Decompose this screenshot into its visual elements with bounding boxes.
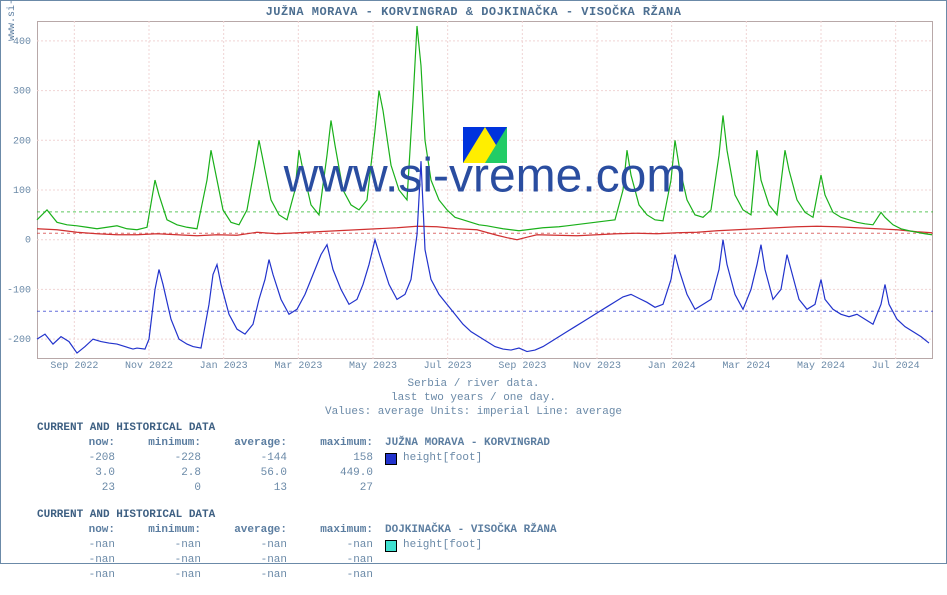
table-cell: -208 [37,451,123,466]
subtitle-block: Serbia / river data. last two years / on… [1,377,946,419]
table-header-cell: average: [209,436,295,451]
table-row: 3.02.856.0449.0 [37,466,933,481]
metric-text: height[foot] [403,451,482,466]
x-tick-label: Nov 2022 [125,361,173,372]
table-cell: -nan [209,568,295,583]
table-cell: -nan [295,538,381,553]
table-header-cell: minimum: [123,436,209,451]
table-row: -nan-nan-nan-nanheight[foot] [37,538,933,553]
metric-text: height[foot] [403,538,482,553]
x-tick-label: Jan 2024 [648,361,696,372]
table-metric-label: height[foot] [381,538,482,553]
table-header-cell: maximum: [295,523,381,538]
y-axis-label: www.si-vreme.com [7,0,18,41]
data-tables: CURRENT AND HISTORICAL DATAnow:minimum:a… [37,421,933,595]
table-header-cell: average: [209,523,295,538]
table-header-row: now:minimum:average:maximum:DOJKINAČKA -… [37,523,933,538]
table-cell: -nan [209,553,295,568]
table-header-cell: now: [37,523,123,538]
table-cell: 23 [37,481,123,496]
subtitle-line-1: Serbia / river data. [1,377,946,391]
series-swatch-icon [385,540,397,552]
x-tick-label: Jul 2023 [424,361,472,372]
svg-text:100: 100 [13,186,31,197]
table-title: CURRENT AND HISTORICAL DATA [37,508,933,523]
table-row: -208-228-144158 height[foot] [37,451,933,466]
table-cell: -nan [37,568,123,583]
table-cell: 158 [295,451,381,466]
table-header-cell: maximum: [295,436,381,451]
table-cell: -nan [123,538,209,553]
table-header-cell: minimum: [123,523,209,538]
x-axis-ticks: Sep 2022 Nov 2022 Jan 2023 Mar 2023 May 2023… [37,361,933,375]
subtitle-line-3: Values: average Units: imperial Line: av… [1,405,946,419]
plot-area: -200-1000100200300400 www.si-vreme.com [37,21,933,359]
table-cell: -nan [209,538,295,553]
x-tick-label: Mar 2024 [722,361,770,372]
table-cell: -nan [295,568,381,583]
watermark-logo-icon [463,127,507,163]
table-header-cell: now: [37,436,123,451]
table-cell: 3.0 [37,466,123,481]
x-tick-label: Nov 2023 [573,361,621,372]
table-cell: -nan [123,568,209,583]
table-cell: 13 [209,481,295,496]
table-row: -nan-nan-nan-nan [37,553,933,568]
table-cell: -228 [123,451,209,466]
x-tick-label: May 2023 [349,361,397,372]
table-cell: -nan [37,538,123,553]
svg-text:200: 200 [13,136,31,147]
data-table: CURRENT AND HISTORICAL DATAnow:minimum:a… [37,508,933,583]
table-metric-label: height[foot] [381,451,482,466]
table-cell: -nan [37,553,123,568]
plot-svg: -200-1000100200300400 [37,21,933,359]
subtitle-line-2: last two years / one day. [1,391,946,405]
table-cell: 27 [295,481,381,496]
x-tick-label: Mar 2023 [274,361,322,372]
table-row: -nan-nan-nan-nan [37,568,933,583]
table-row: 2301327 [37,481,933,496]
table-cell: 2.8 [123,466,209,481]
chart-title: JUŽNA MORAVA - KORVINGRAD & DOJKINAČKA -… [1,5,946,19]
x-tick-label: Sep 2022 [50,361,98,372]
table-header-row: now:minimum:average:maximum:JUŽNA MORAVA… [37,436,933,451]
table-cell: 449.0 [295,466,381,481]
svg-text:-200: -200 [7,335,31,346]
chart-container: JUŽNA MORAVA - KORVINGRAD & DOJKINAČKA -… [0,0,947,564]
x-tick-label: Jul 2024 [872,361,920,372]
table-cell: 56.0 [209,466,295,481]
table-cell: -144 [209,451,295,466]
data-table: CURRENT AND HISTORICAL DATAnow:minimum:a… [37,421,933,496]
table-station-label: DOJKINAČKA - VISOČKA RŽANA [381,523,557,538]
svg-text:0: 0 [25,236,31,247]
table-cell: 0 [123,481,209,496]
series-swatch-icon [385,453,397,465]
table-cell: -nan [123,553,209,568]
x-tick-label: Sep 2023 [498,361,546,372]
svg-text:400: 400 [13,37,31,48]
x-tick-label: May 2024 [797,361,845,372]
table-cell: -nan [295,553,381,568]
table-title: CURRENT AND HISTORICAL DATA [37,421,933,436]
svg-text:300: 300 [13,87,31,98]
svg-text:-100: -100 [7,285,31,296]
x-tick-label: Jan 2023 [200,361,248,372]
table-station-label: JUŽNA MORAVA - KORVINGRAD [381,436,550,451]
